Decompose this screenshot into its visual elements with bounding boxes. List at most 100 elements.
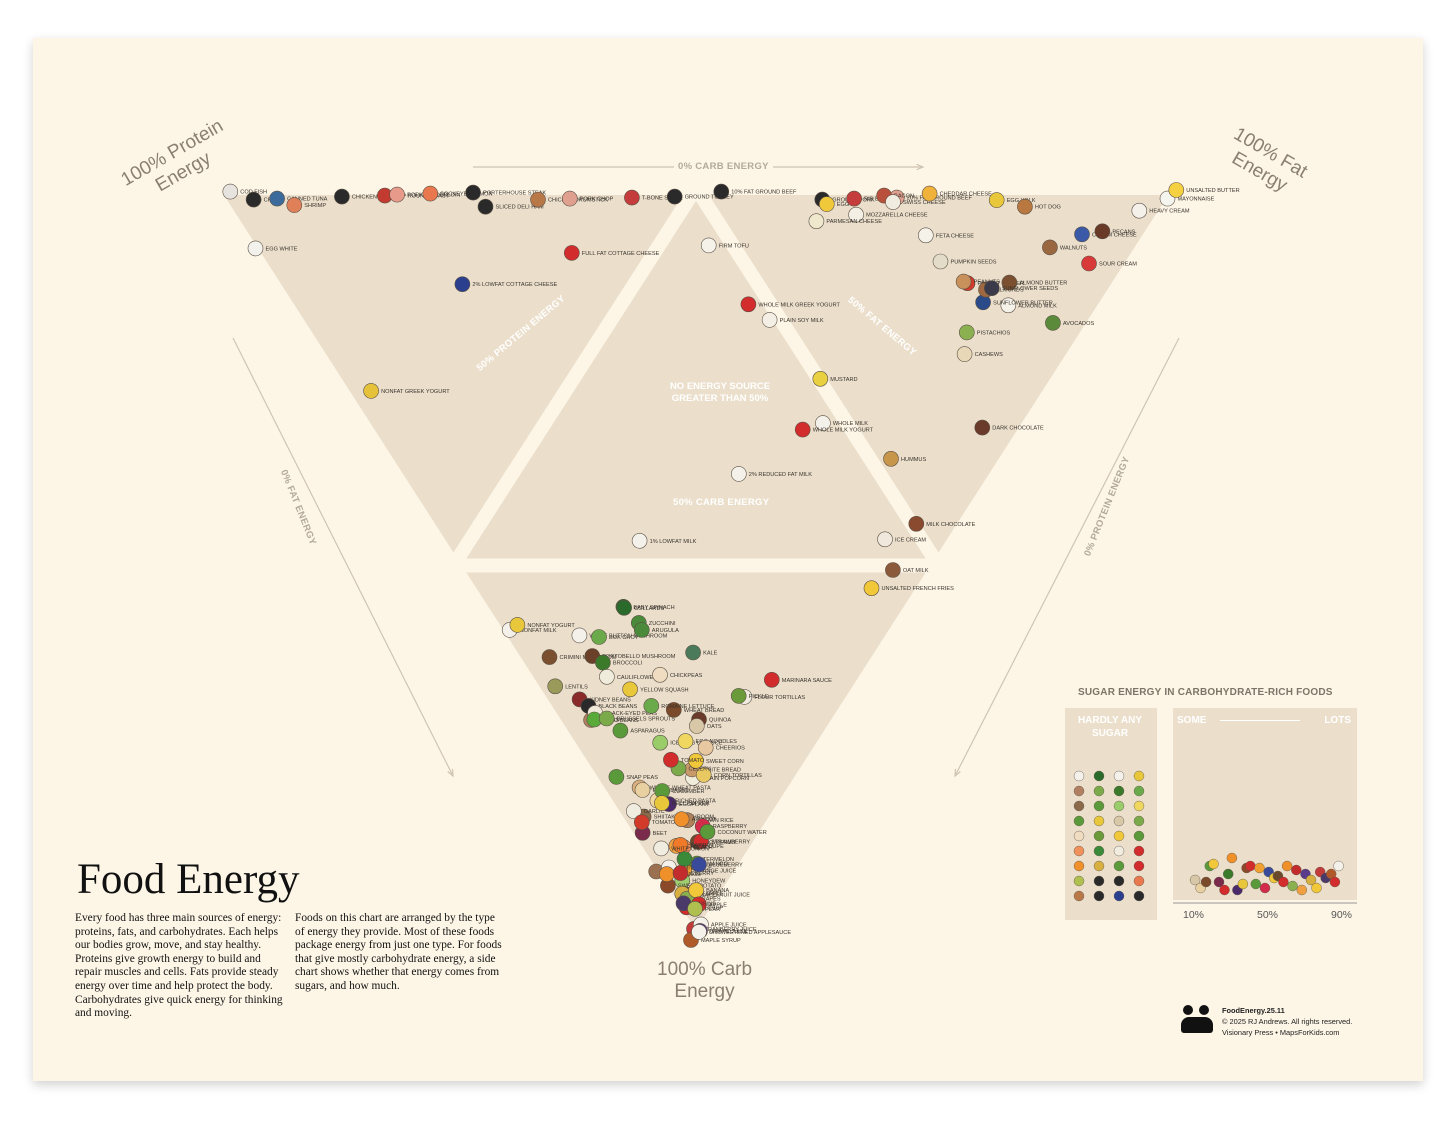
side-point-hardly-any bbox=[1093, 845, 1105, 857]
zone-label-no-source-line1: NO ENERGY SOURCE bbox=[669, 381, 771, 392]
food-point bbox=[917, 227, 934, 244]
food-label: BOK CHOY bbox=[609, 635, 639, 641]
side-point-hardly-any bbox=[1093, 875, 1105, 887]
side-point-sugar bbox=[1237, 878, 1249, 890]
food-label: ZUCCHINI bbox=[649, 621, 676, 627]
food-point bbox=[633, 814, 650, 831]
vertex-carb: 100% Carb Energy bbox=[657, 959, 752, 1003]
side-point-sugar bbox=[1278, 876, 1289, 888]
food-label: KIDNEY BEANS bbox=[590, 697, 632, 703]
side-point-sugar bbox=[1219, 884, 1230, 896]
food-point bbox=[808, 213, 825, 229]
side-point-hardly-any bbox=[1113, 860, 1125, 872]
food-point bbox=[955, 273, 972, 290]
food-label: BELL PEPPER bbox=[672, 801, 710, 807]
food-point bbox=[877, 531, 893, 548]
food-point bbox=[222, 183, 239, 200]
food-label: PUMPKIN SEEDS bbox=[951, 260, 997, 266]
food-label: OAT MILK bbox=[903, 568, 929, 574]
food-label: PINEAPPLE bbox=[692, 892, 723, 898]
food-point bbox=[477, 198, 494, 215]
side-point-hardly-any bbox=[1093, 815, 1105, 827]
side-point-hardly-any bbox=[1093, 800, 1105, 812]
food-label: HONEYDEW bbox=[692, 879, 726, 885]
side-axis-tick-50: 50% bbox=[1257, 909, 1279, 921]
food-label: 10% FAT GROUND BEEF bbox=[731, 190, 797, 196]
food-label: PICKLE bbox=[749, 694, 769, 700]
food-label: ALMONDS bbox=[996, 288, 1024, 294]
edge-label-carb-0: 0% CARB ENERGY bbox=[674, 161, 773, 172]
food-label: ICE CREAM bbox=[895, 537, 926, 543]
food-label: NONFAT GREEK YOGURT bbox=[381, 389, 450, 395]
food-point bbox=[1168, 182, 1185, 198]
food-point bbox=[653, 840, 670, 857]
food-point bbox=[454, 276, 471, 292]
food-label: KIWIFRUIT bbox=[708, 840, 737, 846]
food-label: TOMATO JUICE bbox=[652, 820, 693, 826]
food-label: PLAIN BAGEL bbox=[653, 788, 689, 794]
side-point-sugar bbox=[1222, 868, 1234, 880]
food-point bbox=[665, 702, 682, 718]
side-point-sugar bbox=[1333, 860, 1344, 872]
side-point-hardly-any bbox=[1073, 890, 1085, 902]
side-panel-left-line2: SUGAR bbox=[1091, 728, 1129, 739]
zone-label-no-source: NO ENERGY SOURCE GREATER THAN 50% bbox=[645, 381, 795, 405]
food-point bbox=[688, 882, 704, 899]
food-point bbox=[956, 346, 973, 362]
food-label: EGGPLANT bbox=[679, 802, 710, 808]
food-point bbox=[730, 688, 747, 704]
food-label: SUNFLOWER BUTTER bbox=[993, 300, 1053, 306]
food-point bbox=[815, 415, 831, 431]
publisher-logo bbox=[1181, 1005, 1213, 1035]
food-label: PARMESAN CHEESE bbox=[826, 219, 882, 225]
food-point bbox=[422, 185, 439, 202]
side-point-hardly-any bbox=[1093, 860, 1105, 872]
side-axis-tick-10: 10% bbox=[1183, 909, 1205, 921]
logo-figure-right bbox=[1199, 1005, 1209, 1015]
food-label: BRUSSELS SPROUTS bbox=[617, 717, 676, 723]
food-label: PEAR bbox=[705, 907, 720, 913]
food-label: MAPLE SYRUP bbox=[701, 938, 741, 944]
footer-code: FoodEnergy.25.11 bbox=[1222, 1006, 1285, 1015]
side-point-hardly-any bbox=[1113, 875, 1125, 887]
food-label: PORTOBELLO MUSHROOM bbox=[602, 654, 675, 660]
food-label: ASPARAGUS bbox=[630, 729, 665, 735]
food-point bbox=[389, 186, 405, 203]
food-label: GRAPE JUICE bbox=[710, 929, 748, 935]
food-point bbox=[818, 196, 835, 212]
food-point bbox=[465, 184, 481, 201]
side-point-hardly-any bbox=[1133, 785, 1145, 797]
food-label: CHEDDAR CHEESE bbox=[940, 192, 992, 198]
food-label: CELERY bbox=[689, 766, 712, 772]
logo-figure-left bbox=[1183, 1005, 1193, 1015]
food-label: HUMMUS bbox=[901, 457, 926, 463]
side-point-hardly-any bbox=[1073, 845, 1085, 857]
food-label: ALMOND BUTTER bbox=[1019, 281, 1067, 287]
food-label: PEANUT BUTTER bbox=[978, 281, 1025, 287]
food-point bbox=[885, 562, 901, 578]
food-label: WHOLE MILK YOGURT bbox=[813, 428, 874, 434]
food-label: FIRM TOFU bbox=[719, 243, 749, 249]
food-point bbox=[571, 627, 588, 644]
food-label: BACON bbox=[894, 194, 914, 200]
food-point bbox=[591, 629, 607, 645]
side-point-sugar bbox=[1250, 878, 1262, 890]
food-label: YELLOW SQUASH bbox=[640, 687, 689, 693]
food-label: PISTACHIOS bbox=[977, 330, 1011, 336]
side-point-hardly-any bbox=[1073, 875, 1085, 887]
food-point bbox=[672, 865, 689, 881]
side-point-hardly-any bbox=[1133, 800, 1145, 812]
edge-arrow-carb-0-head bbox=[916, 163, 925, 171]
side-point-hardly-any bbox=[1113, 800, 1125, 812]
food-point bbox=[286, 197, 303, 213]
food-label: RASPBERRY bbox=[713, 824, 748, 830]
food-label: BROCCOLI bbox=[613, 661, 643, 667]
food-point bbox=[269, 190, 285, 207]
food-label: QUINOA bbox=[709, 718, 731, 724]
food-point bbox=[974, 419, 991, 436]
food-label: BLACK BEANS bbox=[598, 704, 637, 710]
side-point-sugar bbox=[1329, 876, 1341, 888]
food-label: ALMOND MILK bbox=[1018, 303, 1057, 309]
food-label: ORANGE bbox=[677, 872, 702, 878]
